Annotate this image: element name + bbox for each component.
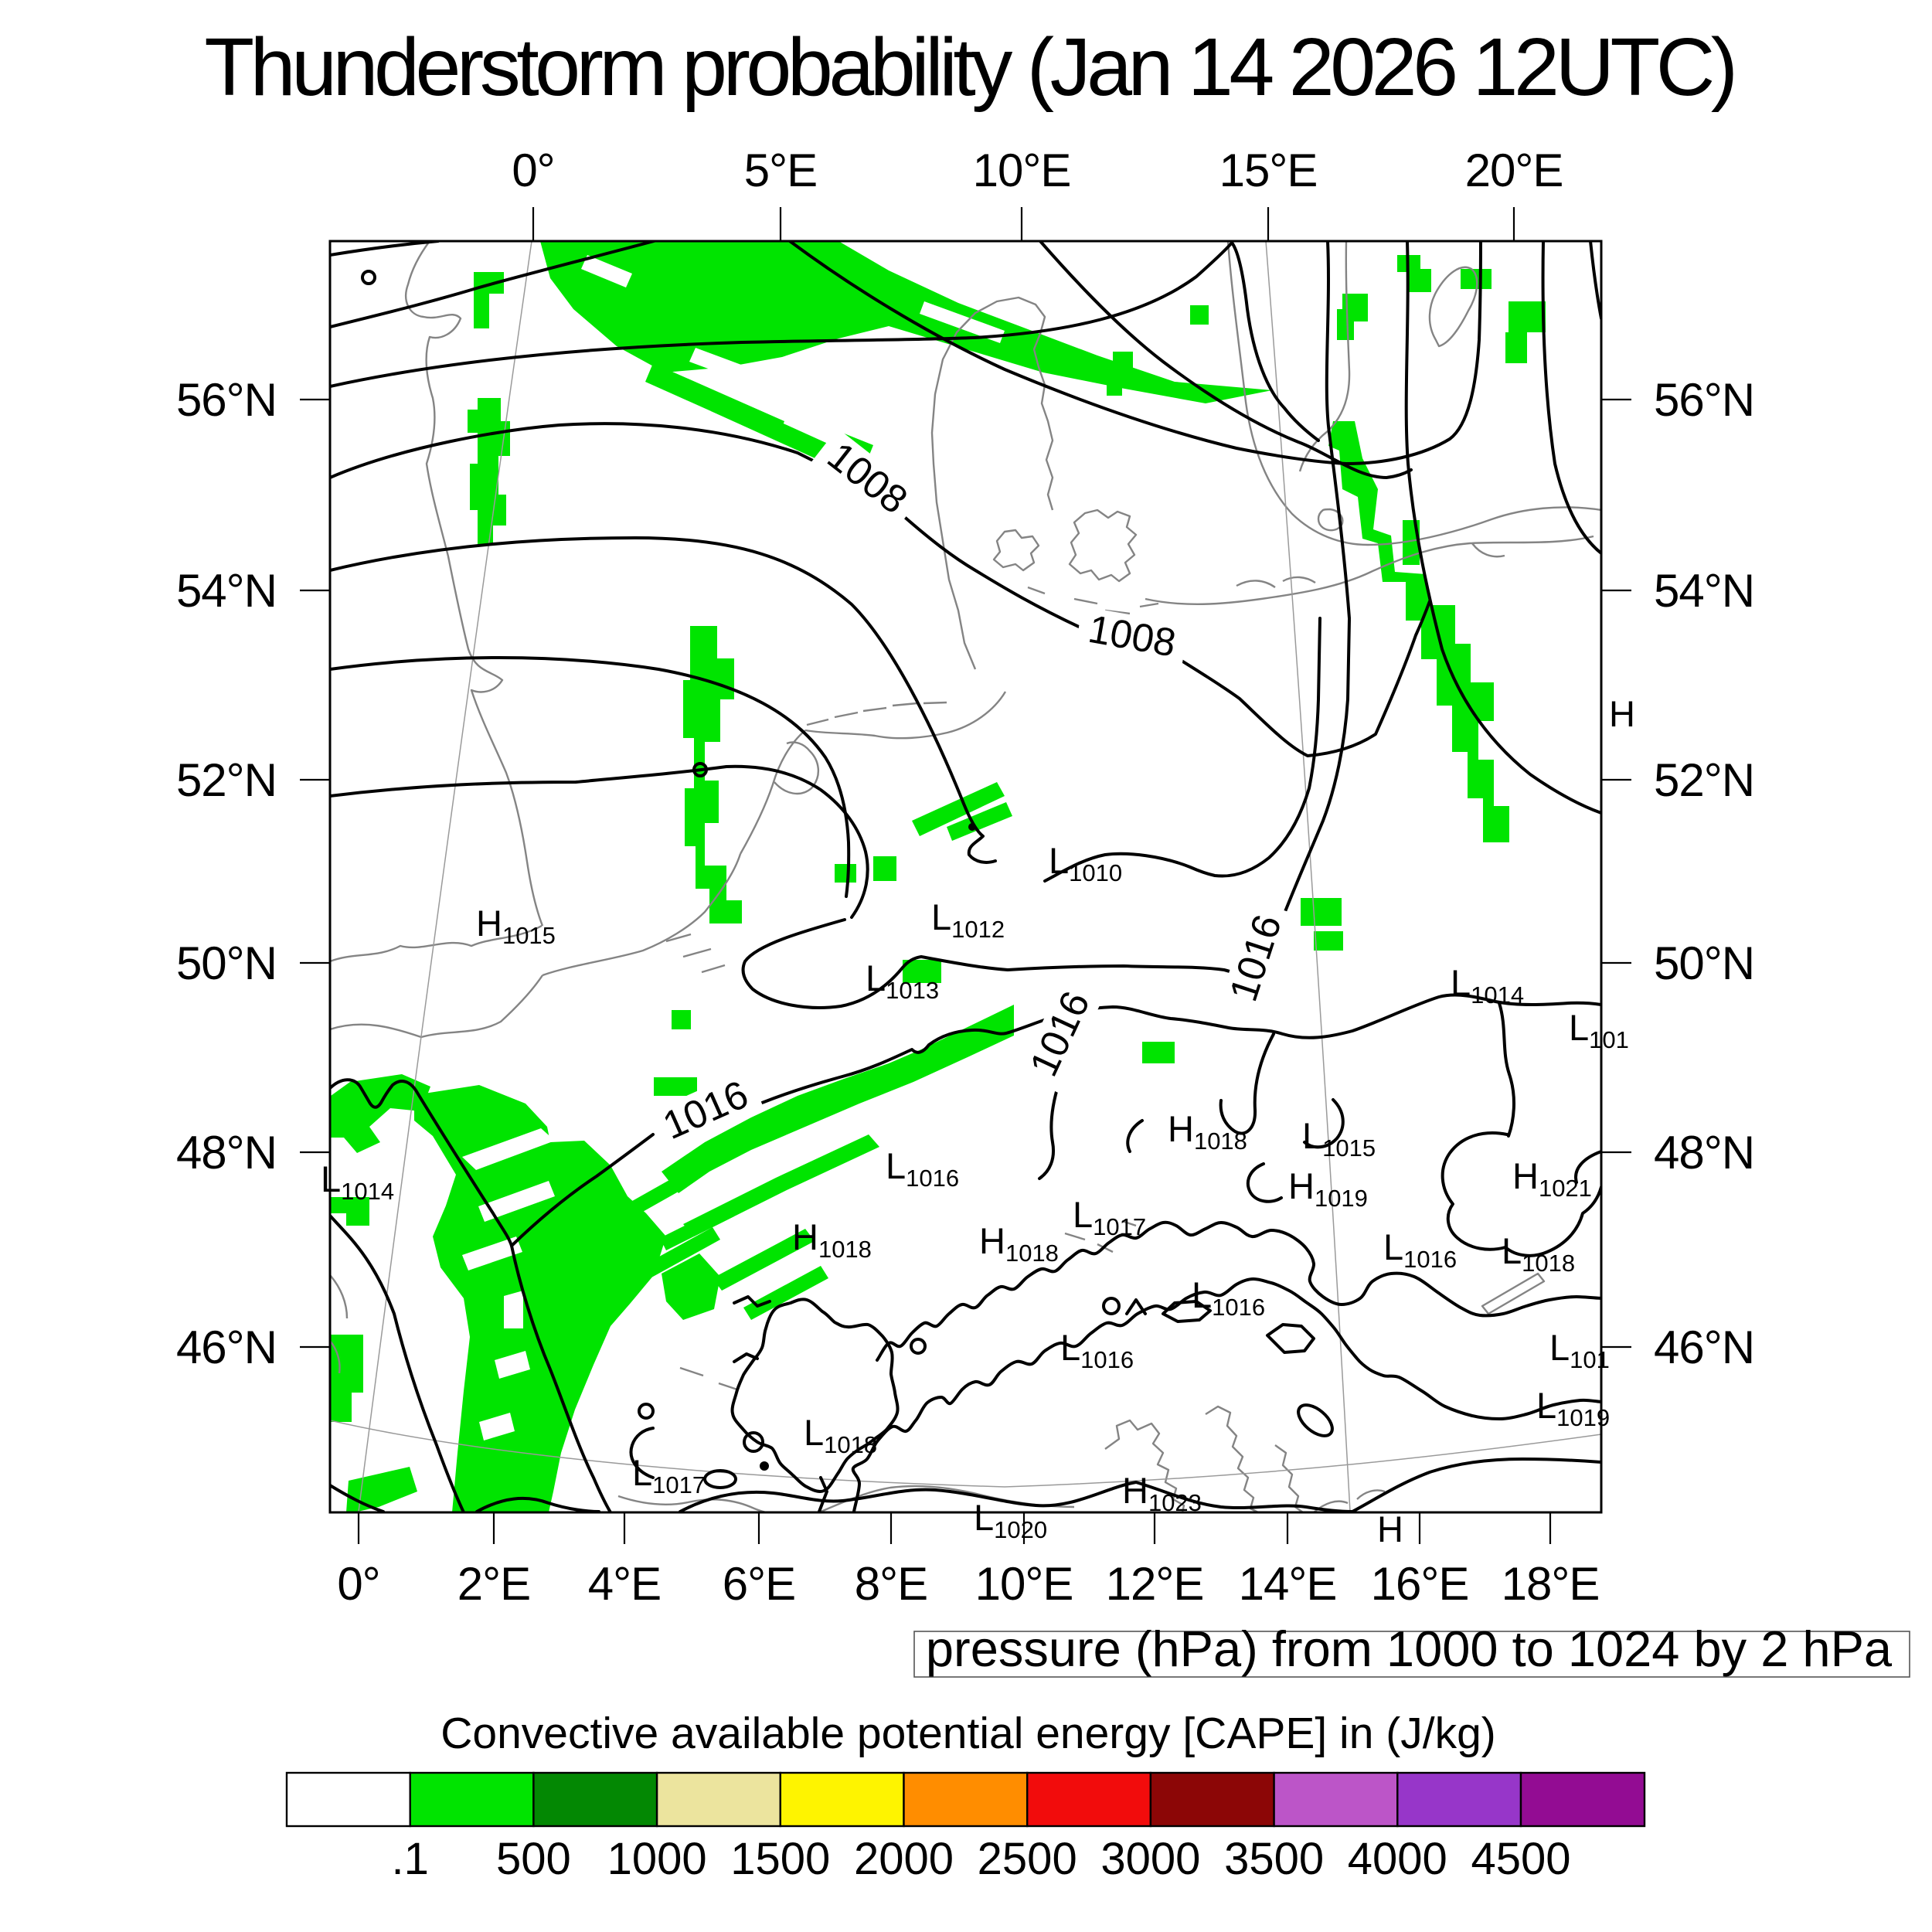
svg-text:18°E: 18°E bbox=[1502, 1558, 1600, 1610]
svg-text:50°N: 50°N bbox=[1654, 937, 1754, 989]
svg-text:3000: 3000 bbox=[1100, 1834, 1200, 1884]
svg-text:56°N: 56°N bbox=[1654, 374, 1754, 426]
svg-text:H: H bbox=[1609, 693, 1635, 734]
svg-text:1500: 1500 bbox=[730, 1834, 830, 1884]
svg-text:54°N: 54°N bbox=[176, 565, 277, 617]
svg-text:H: H bbox=[1377, 1509, 1403, 1549]
svg-text:1000: 1000 bbox=[607, 1834, 707, 1884]
svg-text:50°N: 50°N bbox=[176, 937, 277, 989]
svg-text:46°N: 46°N bbox=[176, 1321, 277, 1373]
svg-text:2000: 2000 bbox=[854, 1834, 954, 1884]
svg-text:20°E: 20°E bbox=[1465, 145, 1563, 196]
svg-text:Convective available potential: Convective available potential energy [C… bbox=[440, 1709, 1496, 1758]
svg-text:500: 500 bbox=[496, 1834, 571, 1884]
svg-text:48°N: 48°N bbox=[176, 1127, 277, 1179]
svg-text:12°E: 12°E bbox=[1106, 1558, 1204, 1610]
svg-text:8°E: 8°E bbox=[855, 1558, 927, 1610]
svg-text:4°E: 4°E bbox=[588, 1558, 661, 1610]
svg-text:4000: 4000 bbox=[1348, 1834, 1447, 1884]
svg-text:56°N: 56°N bbox=[176, 374, 277, 426]
svg-text:0°: 0° bbox=[337, 1558, 379, 1610]
svg-text:pressure (hPa) from 1000 to 10: pressure (hPa) from 1000 to 1024 by 2 hP… bbox=[926, 1621, 1893, 1677]
svg-text:52°N: 52°N bbox=[1654, 754, 1754, 806]
svg-text:5°E: 5°E bbox=[744, 145, 817, 196]
svg-text:14°E: 14°E bbox=[1239, 1558, 1337, 1610]
svg-text:15°E: 15°E bbox=[1219, 145, 1318, 196]
svg-text:48°N: 48°N bbox=[1654, 1127, 1754, 1179]
svg-text:10°E: 10°E bbox=[975, 1558, 1073, 1610]
svg-text:52°N: 52°N bbox=[176, 754, 277, 806]
svg-text:3500: 3500 bbox=[1224, 1834, 1324, 1884]
svg-text:46°N: 46°N bbox=[1654, 1321, 1754, 1373]
svg-text:.1: .1 bbox=[392, 1834, 429, 1884]
svg-text:2°E: 2°E bbox=[457, 1558, 530, 1610]
svg-text:16°E: 16°E bbox=[1371, 1558, 1469, 1610]
svg-text:10°E: 10°E bbox=[973, 145, 1071, 196]
svg-text:0°: 0° bbox=[512, 145, 554, 196]
svg-text:2500: 2500 bbox=[978, 1834, 1077, 1884]
svg-text:L1010: L1010 bbox=[1049, 840, 1122, 886]
svg-text:4500: 4500 bbox=[1471, 1834, 1570, 1884]
svg-text:6°E: 6°E bbox=[723, 1558, 795, 1610]
svg-text:Thunderstorm probability (Jan: Thunderstorm probability (Jan 14 2026 12… bbox=[204, 22, 1733, 113]
svg-text:54°N: 54°N bbox=[1654, 565, 1754, 617]
